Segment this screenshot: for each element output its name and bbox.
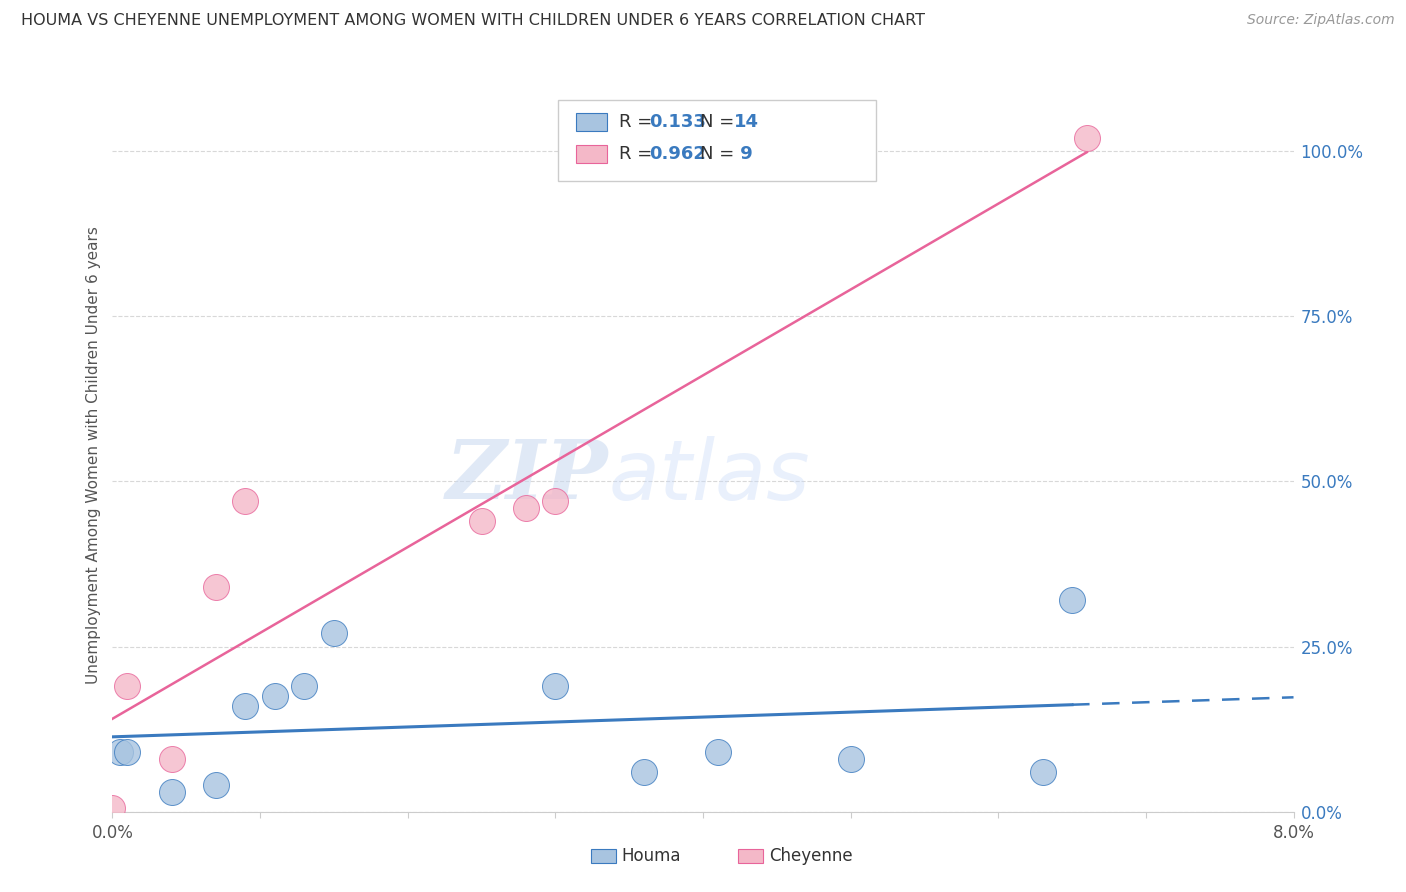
Text: 0.133: 0.133 [650,113,706,131]
Point [471,514,494,528]
Point [160,752,183,766]
Point [117,745,138,759]
Text: HOUMA VS CHEYENNE UNEMPLOYMENT AMONG WOMEN WITH CHILDREN UNDER 6 YEARS CORRELATI: HOUMA VS CHEYENNE UNEMPLOYMENT AMONG WOM… [21,13,925,29]
Text: 9: 9 [734,145,752,163]
Text: Source: ZipAtlas.com: Source: ZipAtlas.com [1247,13,1395,28]
Text: 0.962: 0.962 [650,145,706,163]
Text: 14: 14 [734,113,759,131]
Point [117,679,138,693]
Point [1062,593,1084,607]
Point [205,778,228,792]
Text: ZIP: ZIP [446,436,609,516]
Point [633,765,655,780]
Text: atlas: atlas [609,436,810,516]
Y-axis label: Unemployment Among Women with Children Under 6 years: Unemployment Among Women with Children U… [86,226,101,684]
Point [292,679,315,693]
Text: N =: N = [700,145,740,163]
Point [1076,130,1098,145]
Text: Cheyenne: Cheyenne [769,847,852,865]
Point [108,745,131,759]
Point [1032,765,1054,780]
Text: R =: R = [619,145,658,163]
Point [515,500,537,515]
Point [839,752,862,766]
Point [707,745,730,759]
Point [544,494,567,508]
Point [160,785,183,799]
Point [544,679,567,693]
Text: N =: N = [700,113,740,131]
Point [205,580,228,594]
Point [233,698,256,713]
Point [264,689,287,703]
Text: Houma: Houma [621,847,681,865]
Point [323,626,346,640]
Text: R =: R = [619,113,658,131]
Point [233,494,256,508]
Point [101,801,124,815]
